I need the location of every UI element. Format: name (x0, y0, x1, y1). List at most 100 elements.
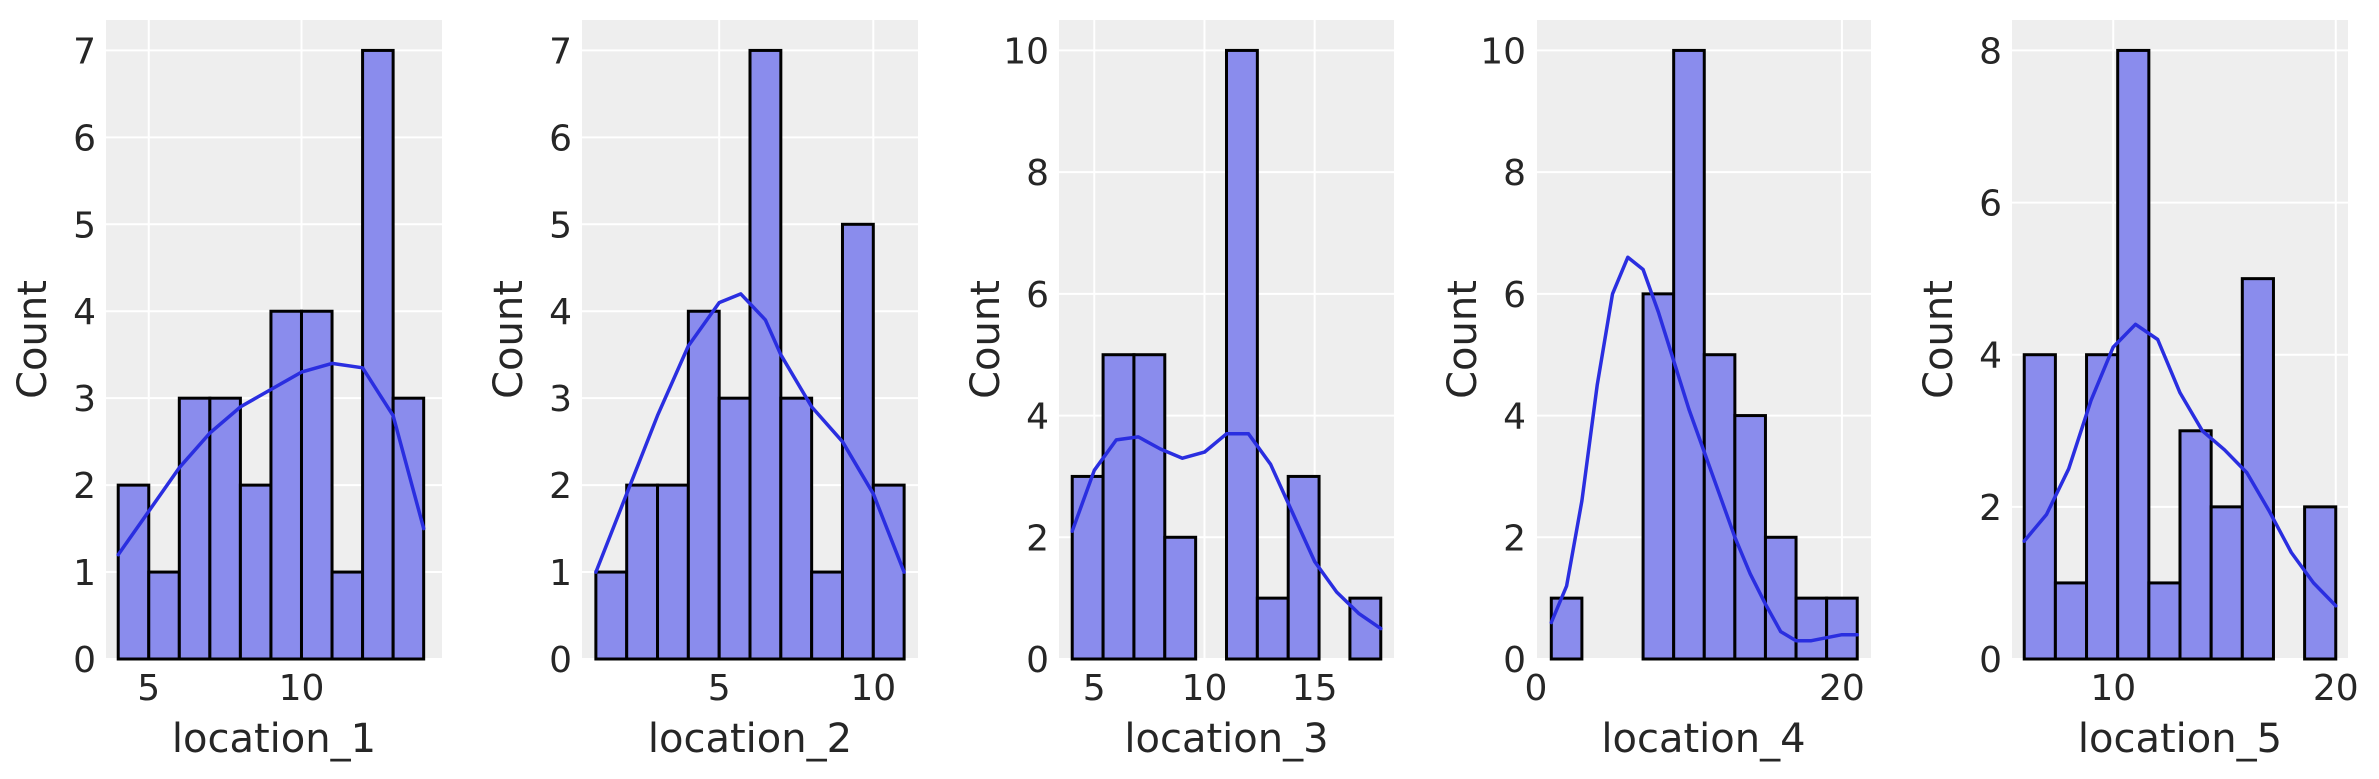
histogram-bar (1101, 353, 1136, 661)
x-tick-label: 10 (2090, 668, 2136, 709)
y-tick-label: 0 (549, 640, 572, 681)
histogram-bar (871, 483, 906, 661)
histogram-bar (1070, 474, 1105, 661)
histogram-bar (686, 309, 721, 661)
x-tick-label: 20 (1819, 668, 1865, 709)
histogram-bar (116, 483, 151, 661)
y-tick-label: 10 (1480, 31, 1526, 72)
y-tick-label: 2 (1026, 518, 1049, 559)
y-tick-label: 0 (73, 640, 96, 681)
y-axis-label: Count (10, 280, 56, 399)
y-tick-label: 3 (549, 379, 572, 420)
y-tick-label: 7 (73, 31, 96, 72)
histogram-bar (717, 396, 752, 661)
x-axis-label: location_1 (172, 716, 376, 762)
histogram-bar (147, 570, 181, 661)
y-tick-label: 6 (1503, 275, 1526, 316)
histogram-bar (2240, 277, 2275, 661)
histogram-bar (269, 309, 303, 661)
x-axis-label: location_5 (2078, 716, 2282, 762)
y-tick-label: 4 (1503, 397, 1526, 438)
x-tick-label: 5 (708, 668, 731, 709)
y-tick-label: 0 (1503, 640, 1526, 681)
histogram-bar (1286, 474, 1321, 661)
y-tick-label: 2 (549, 466, 572, 507)
histogram-bar (748, 48, 783, 661)
y-axis-label: Count (1916, 280, 1962, 399)
y-tick-label: 6 (549, 118, 572, 159)
y-tick-label: 4 (1026, 397, 1049, 438)
histogram-bar (1225, 48, 1259, 661)
x-axis-label: location_2 (648, 716, 852, 762)
histogram-bar (1702, 353, 1737, 661)
histogram-bar (1825, 596, 1859, 661)
panel-3: 0 2 4 6 8 10 5 10 15 location_3 Count (963, 20, 1394, 762)
histogram-bar (840, 222, 875, 661)
panel-2: 0 1 2 3 4 5 6 7 5 10 location_2 Count (486, 20, 918, 762)
kde-line (1549, 255, 1859, 643)
histogram-bar (1763, 535, 1798, 661)
histogram-bar (2085, 353, 2120, 661)
y-tick-label: 3 (73, 379, 96, 420)
histogram-bar (1163, 535, 1198, 661)
histogram-bar (1672, 48, 1706, 661)
panel-4: 0 2 4 6 8 10 0 20 location_4 Count (1440, 20, 1871, 762)
histogram-bar (1132, 353, 1167, 661)
histogram-bar (330, 570, 365, 661)
y-tick-label: 1 (549, 553, 572, 594)
y-tick-label: 2 (1503, 518, 1526, 559)
x-axis-label: location_3 (1124, 716, 1328, 762)
y-tick-label: 8 (1026, 153, 1049, 194)
histogram-bar (810, 570, 844, 661)
histogram-bar (2053, 581, 2089, 661)
x-tick-label: 10 (1182, 668, 1228, 709)
y-tick-label: 7 (549, 31, 572, 72)
y-tick-label: 2 (73, 466, 96, 507)
kde-line (116, 361, 426, 557)
histogram-bar (2178, 429, 2213, 661)
x-tick-label: 10 (850, 668, 896, 709)
histogram-bar (2116, 48, 2151, 661)
y-tick-label: 10 (1003, 31, 1049, 72)
y-tick-label: 0 (1026, 640, 1049, 681)
kde-line (2022, 322, 2338, 608)
y-tick-label: 8 (1979, 31, 2002, 72)
histogram-bar (208, 396, 242, 661)
histogram-bar (1255, 596, 1290, 661)
x-tick-label: 5 (1083, 668, 1106, 709)
y-tick-label: 6 (1026, 275, 1049, 316)
x-tick-label: 20 (2313, 668, 2359, 709)
x-tick-label: 15 (1292, 668, 1338, 709)
histogram-bar (361, 48, 395, 661)
y-tick-label: 8 (1503, 153, 1526, 194)
histogram-bar (594, 570, 629, 661)
y-tick-label: 5 (73, 205, 96, 246)
x-tick-label: 5 (137, 668, 160, 709)
y-tick-label: 1 (73, 553, 96, 594)
y-tick-label: 4 (1979, 336, 2002, 377)
histogram-bar (238, 483, 273, 661)
histogram-bar (656, 483, 690, 661)
y-tick-label: 5 (549, 205, 572, 246)
y-axis-label: Count (963, 280, 1009, 399)
panel-1: 0 1 2 3 4 5 6 7 5 10 location_1 Count (10, 20, 442, 762)
histogram-bar (2209, 505, 2244, 661)
kde-line (594, 292, 906, 574)
histogram-bar (1794, 596, 1829, 661)
x-axis-label: location_4 (1601, 716, 1805, 762)
histogram-bar (625, 483, 660, 661)
y-tick-label: 6 (73, 118, 96, 159)
x-tick-label: 0 (1525, 668, 1548, 709)
histogram-bar (779, 396, 814, 661)
y-tick-label: 4 (73, 292, 96, 333)
y-axis-label: Count (1440, 280, 1486, 399)
kde-line (1070, 432, 1383, 631)
histogram-bar (2147, 581, 2182, 661)
panel-5: 0 2 4 6 8 10 20 location_5 Count (1916, 20, 2359, 762)
y-axis-label: Count (486, 280, 532, 399)
y-tick-label: 6 (1979, 184, 2002, 225)
y-tick-label: 4 (549, 292, 572, 333)
y-tick-label: 2 (1979, 488, 2002, 529)
x-tick-label: 10 (279, 668, 325, 709)
